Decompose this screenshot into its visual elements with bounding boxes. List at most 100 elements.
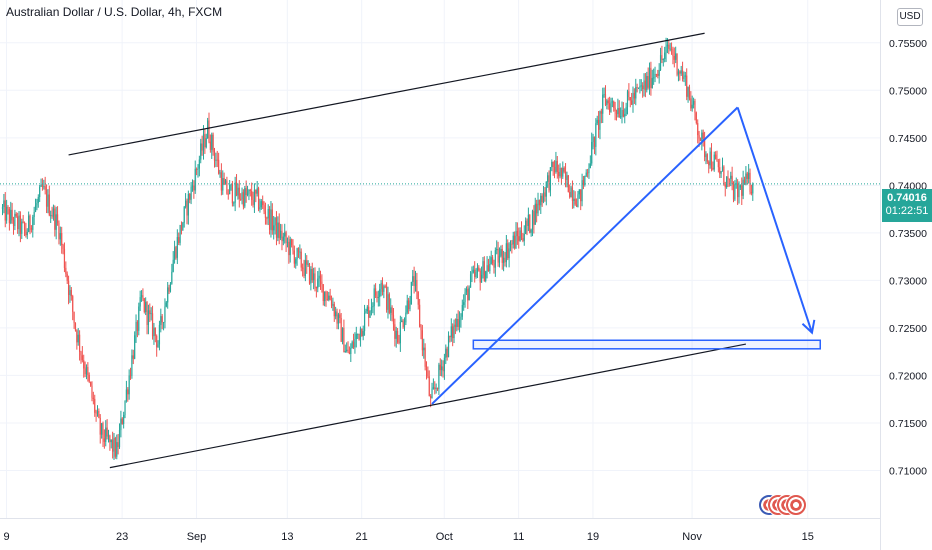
candle-up xyxy=(486,265,488,272)
upper-channel-line xyxy=(68,32,705,156)
candle-down xyxy=(416,279,418,292)
candle-down xyxy=(408,300,410,310)
candle-down xyxy=(715,154,717,160)
candle-down xyxy=(607,100,609,104)
flag-badge-icon[interactable] xyxy=(785,494,807,516)
candle-up xyxy=(540,195,542,206)
candle-down xyxy=(63,248,66,268)
candle-up xyxy=(197,168,199,170)
candle-down xyxy=(487,265,490,272)
candle-down xyxy=(322,284,324,302)
candle-down xyxy=(156,335,158,348)
x-tick-label: Nov xyxy=(682,531,702,543)
candle-up xyxy=(458,320,461,327)
candle-down xyxy=(238,187,240,199)
candle-up xyxy=(599,111,601,130)
candle-up xyxy=(692,100,695,105)
candle-down xyxy=(30,227,33,230)
candle-up xyxy=(138,306,140,331)
candle-up xyxy=(651,77,653,88)
candle-up xyxy=(296,248,298,260)
candle-down xyxy=(679,71,681,74)
candle-down xyxy=(526,220,528,226)
chart-title: Australian Dollar / U.S. Dollar, 4h, FXC… xyxy=(6,5,223,19)
candle-up xyxy=(165,302,167,307)
candle-down xyxy=(168,287,170,292)
candle-down xyxy=(574,198,576,205)
candle-up xyxy=(632,92,634,105)
candle-down xyxy=(493,263,495,268)
candle-up xyxy=(183,206,185,223)
candle-up xyxy=(14,213,16,227)
candle-down xyxy=(381,282,384,292)
candle-up xyxy=(734,184,736,200)
candle-down xyxy=(743,179,746,185)
candle-down xyxy=(507,243,509,259)
candle-up xyxy=(705,154,707,158)
candle-down xyxy=(533,210,535,225)
candle-down xyxy=(208,120,210,142)
candle-down xyxy=(552,161,554,168)
candle-up xyxy=(494,250,496,268)
candle-down xyxy=(45,189,48,207)
candle-down xyxy=(352,341,355,348)
candle-down xyxy=(728,178,730,180)
candle-down xyxy=(336,311,338,324)
events-badge[interactable] xyxy=(758,494,808,518)
candle-down xyxy=(538,199,540,206)
candle-up xyxy=(669,48,671,50)
candle-down xyxy=(78,334,81,352)
candle-up xyxy=(354,339,356,348)
candle-up xyxy=(512,235,514,245)
candle-up xyxy=(365,311,367,313)
candle-down xyxy=(51,214,53,217)
candle-up xyxy=(566,175,568,180)
candle-down xyxy=(285,232,287,243)
candle-down xyxy=(271,209,273,231)
candle-up xyxy=(406,300,408,313)
candle-down xyxy=(196,168,198,170)
candle-up xyxy=(32,216,34,230)
candle-down xyxy=(746,173,748,179)
candle-down xyxy=(614,107,616,112)
candle-up xyxy=(390,307,392,313)
candle-down xyxy=(657,74,659,76)
bar-countdown: 01:22:51 xyxy=(885,205,929,217)
candle-up xyxy=(592,136,594,142)
candle-up xyxy=(441,366,443,371)
candle-down xyxy=(548,175,550,191)
candle-up xyxy=(256,188,258,194)
candle-up xyxy=(110,439,112,443)
candle-down xyxy=(61,233,63,246)
candle-down xyxy=(483,261,485,282)
candle-up xyxy=(167,287,169,303)
candle-up xyxy=(589,163,591,168)
last-price-label: 0.74016 01:22:51 xyxy=(882,189,932,222)
currency-selector[interactable]: USD xyxy=(897,8,923,26)
candle-down xyxy=(186,200,188,216)
candle-down xyxy=(231,184,234,204)
candle-up xyxy=(683,76,685,79)
candle-up xyxy=(118,430,121,448)
candle-up xyxy=(542,192,545,203)
candle-down xyxy=(457,318,459,327)
candle-down xyxy=(580,189,582,202)
candle-up xyxy=(461,304,463,317)
x-tick-label: Sep xyxy=(187,531,207,543)
candle-down xyxy=(560,167,563,177)
candle-up xyxy=(405,312,407,323)
candle-up xyxy=(519,230,521,241)
candle-up xyxy=(555,160,557,172)
candle-up xyxy=(182,222,184,231)
candle-up xyxy=(113,438,115,452)
candle-down xyxy=(686,75,688,97)
candle-up xyxy=(318,275,320,279)
candle-up xyxy=(581,180,583,202)
candle-down xyxy=(66,273,68,281)
candle-up xyxy=(234,182,236,203)
candle-down xyxy=(8,208,10,224)
candle-down xyxy=(727,176,729,179)
candle-up xyxy=(485,271,487,282)
x-tick-label: 9 xyxy=(3,531,9,543)
